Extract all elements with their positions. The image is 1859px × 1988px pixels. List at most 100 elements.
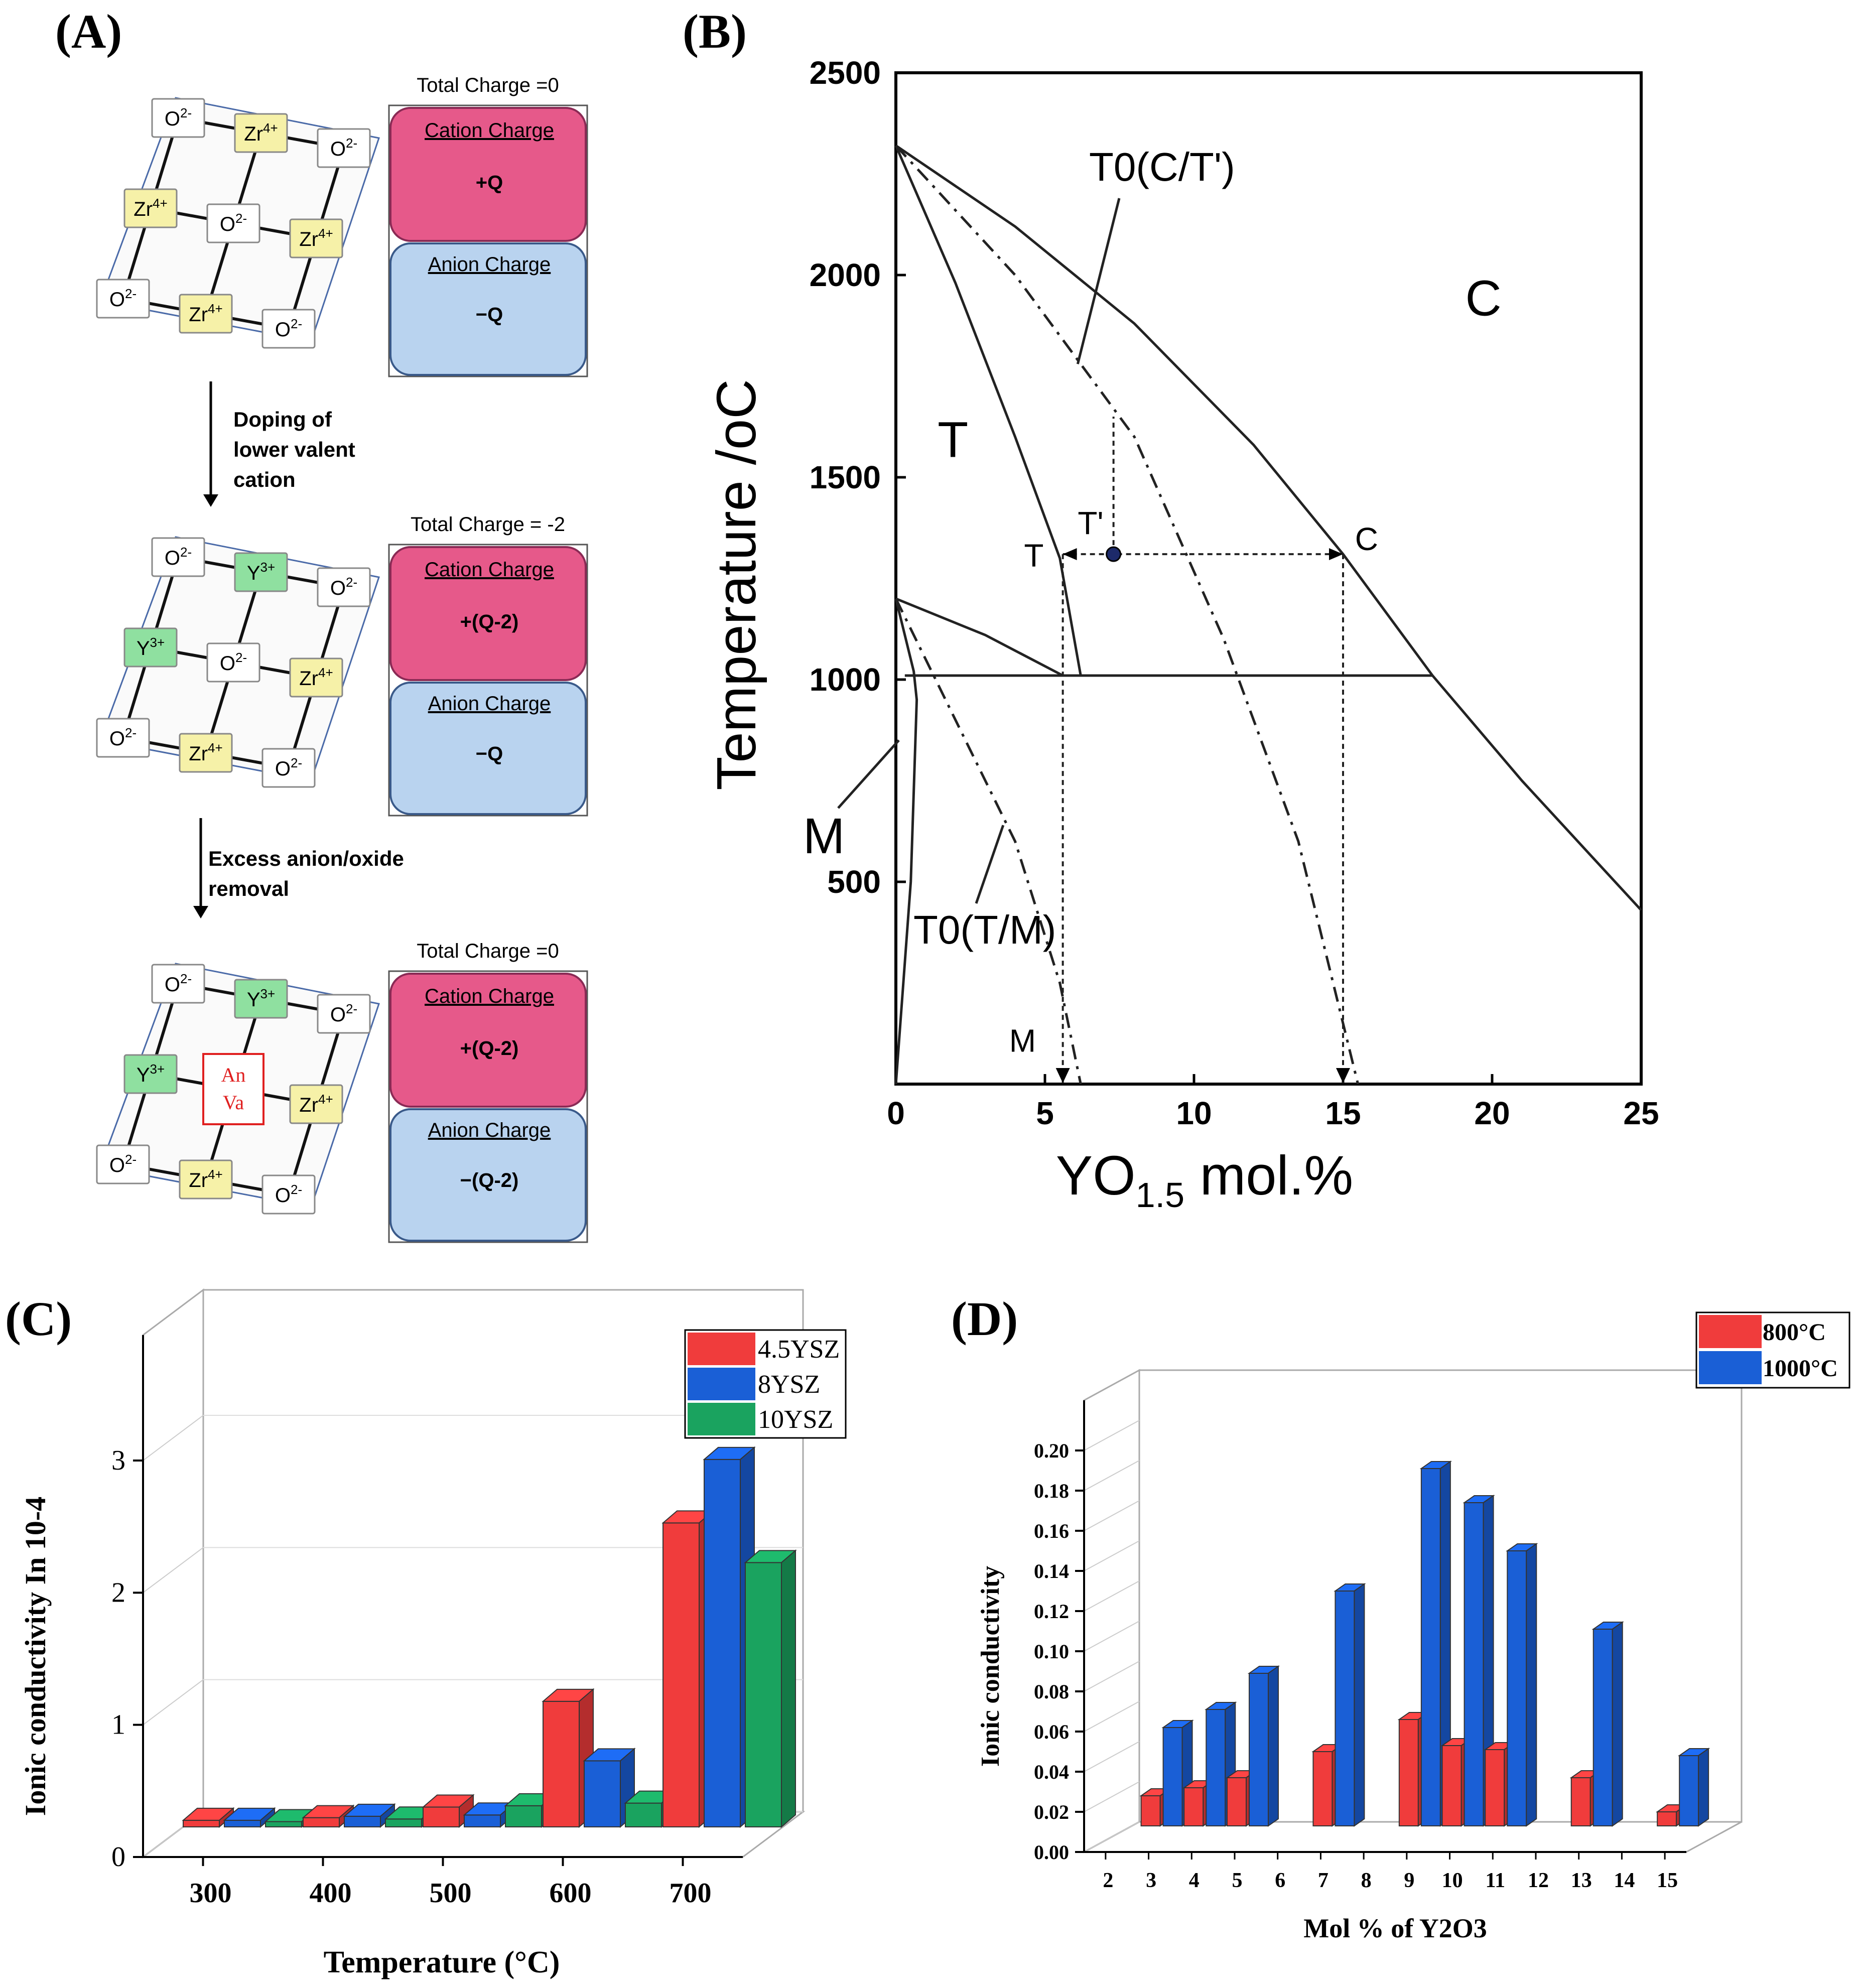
- bar-1000°C-15: [1679, 1755, 1699, 1826]
- ion-box: [317, 128, 371, 168]
- y-tick-label: 0.02: [1034, 1801, 1069, 1823]
- ion-label-o: O2-: [330, 1001, 357, 1026]
- anion-vacancy-label: Va: [223, 1091, 244, 1114]
- ion-box: [261, 1174, 316, 1215]
- bar-10YSZ-700: [745, 1562, 782, 1827]
- x-axis-title: Mol % of Y2O3: [1303, 1913, 1487, 1943]
- x-tick-label: 500: [430, 1878, 472, 1909]
- cation-charge-box: [389, 546, 587, 681]
- x-tick-label: 25: [1623, 1095, 1659, 1131]
- y-tick-label: 0.06: [1034, 1720, 1069, 1743]
- y-axis-title: Ionic conductivity: [976, 1566, 1005, 1767]
- phase-boundary-7: [894, 598, 918, 1085]
- ion-box: [261, 309, 316, 349]
- panel-label-a: (A): [55, 5, 122, 58]
- ion-label-y: Y3+: [247, 560, 275, 584]
- total-charge-label: Total Charge = -2: [411, 513, 565, 536]
- plot-frame: [894, 71, 1643, 1086]
- ion-box: [289, 218, 343, 258]
- bar-1000°C-3: [1162, 1727, 1183, 1826]
- ion-label-o: O2-: [220, 650, 247, 675]
- annotation-t0-ct: T0(C/T'): [1089, 145, 1235, 189]
- phase-boundary-5: [894, 598, 1082, 1085]
- x-tick-label: 4: [1189, 1869, 1200, 1892]
- t0-ct-pointer: [1076, 198, 1121, 364]
- doping-step-label: cation: [233, 468, 296, 491]
- ion-box: [234, 552, 288, 592]
- ion-label-zr: Zr4+: [189, 301, 222, 326]
- bar-1000°C-11: [1507, 1550, 1527, 1826]
- ion-label-o: O2-: [165, 545, 192, 569]
- step-arrowhead: [203, 494, 218, 507]
- y-tick-label: 0.14: [1034, 1560, 1069, 1582]
- panel-b-phase-diagram: 0 5 10 15 20 25 500 1000 1500 2000 2500 YO1.5 mol.%…: [706, 55, 1659, 1215]
- x-tick-label: 5: [1232, 1869, 1243, 1892]
- y-tick-label: 0.12: [1034, 1600, 1069, 1623]
- cation-charge-box: [389, 107, 587, 242]
- anion-vacancy-box: [202, 1053, 264, 1125]
- phase-boundary-1: [894, 145, 1082, 676]
- y-tick-label: 3: [111, 1445, 125, 1476]
- y-tick-label: 0.20: [1034, 1439, 1069, 1462]
- bar-1000°C-13: [1592, 1629, 1613, 1826]
- y-tick-label: 500: [827, 864, 881, 900]
- region-label-m: M: [803, 808, 845, 864]
- panel-d-bar-chart: 0.00 0.02 0.04 0.06 0.08 0.10 0.12 0.14 0.16 0.18…: [976, 1311, 1850, 1943]
- bar-10YSZ-400: [385, 1818, 422, 1827]
- grid-diag: [1084, 1500, 1140, 1531]
- ion-box: [96, 279, 150, 319]
- y-tick-label: 0: [111, 1841, 125, 1873]
- bar-1000°C-10: [1464, 1502, 1484, 1826]
- x-axis-title: YO1.5 mol.%: [1056, 1145, 1353, 1215]
- x-tick-label: 300: [190, 1878, 232, 1909]
- ion-label-o: O2-: [275, 1182, 302, 1207]
- ion-box: [206, 203, 260, 243]
- cation-charge-value: +(Q-2): [460, 1037, 519, 1059]
- bar-4.5YSZ-500: [423, 1806, 460, 1827]
- grid-diag: [1084, 1781, 1140, 1812]
- panel-label-d: (D): [951, 1292, 1018, 1346]
- arrow-head: [1336, 1068, 1350, 1083]
- annotation-t: T: [1024, 537, 1043, 573]
- anion-charge-label: Anion Charge: [428, 253, 551, 276]
- ion-label-zr: Zr4+: [299, 226, 333, 250]
- x-tick-label: 13: [1571, 1869, 1592, 1892]
- charge-frame: [388, 970, 588, 1243]
- ion-box: [206, 642, 260, 683]
- anion-vacancy-label: An: [221, 1064, 246, 1086]
- ion-box: [179, 1159, 233, 1200]
- phase-boundary-3: [1431, 675, 1642, 911]
- legend-label: 4.5YSZ: [758, 1335, 840, 1364]
- bar-4.5YSZ-300: [183, 1819, 220, 1827]
- bar-800°C-3: [1140, 1795, 1161, 1826]
- side-wall: [142, 1288, 204, 1859]
- grid-diag: [143, 1547, 204, 1594]
- bar-800°C-11: [1485, 1749, 1505, 1826]
- y-tick-label: 1500: [810, 459, 881, 495]
- bar-800°C-4: [1183, 1787, 1204, 1826]
- ion-box: [179, 733, 233, 773]
- side-wall: [1083, 1369, 1140, 1853]
- ion-box: [151, 964, 205, 1004]
- ion-label-zr: Zr4+: [189, 1167, 222, 1191]
- bar-1000°C-11-side: [1526, 1543, 1537, 1827]
- bar-800°C-10: [1441, 1745, 1462, 1826]
- ion-box: [289, 1084, 343, 1124]
- legend-label: 10YSZ: [758, 1405, 833, 1434]
- ion-box: [123, 627, 178, 668]
- y-tick-label: 1: [111, 1709, 125, 1741]
- x-tick-label: 14: [1614, 1869, 1635, 1892]
- x-axis-title: Temperature (°C): [324, 1945, 560, 1979]
- x-tick-label: 12: [1528, 1869, 1549, 1892]
- annotation-c: C: [1355, 521, 1378, 557]
- legend-label: 1000°C: [1763, 1355, 1838, 1382]
- m-pointer: [837, 739, 900, 809]
- region-label-t: T: [938, 412, 968, 468]
- x-tick-label: 0: [887, 1095, 905, 1131]
- grid-diag: [1084, 1540, 1140, 1571]
- x-tick-label: 400: [310, 1878, 352, 1909]
- y-axis-title: Temperature /oC: [706, 379, 767, 790]
- panel-label-b: (B): [683, 5, 747, 58]
- ion-label-o: O2-: [330, 136, 357, 160]
